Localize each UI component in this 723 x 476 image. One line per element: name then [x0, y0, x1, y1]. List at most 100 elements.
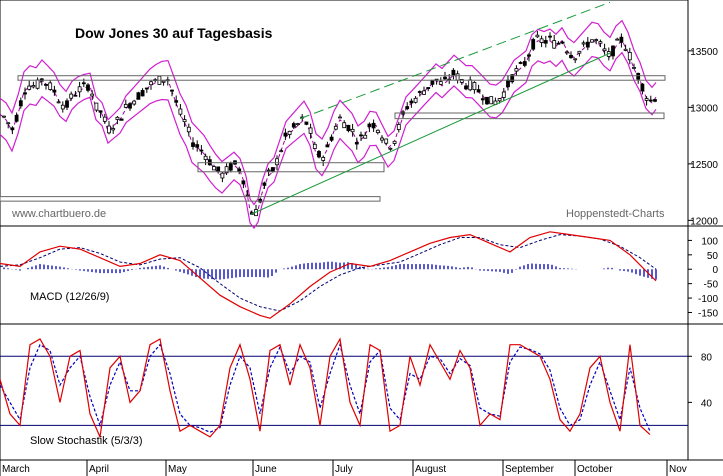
candle-body: [81, 82, 86, 85]
candle-body: [354, 141, 359, 145]
candle-body: [564, 51, 569, 54]
stochastic-panel: [0, 337, 651, 440]
candle-body: [291, 123, 296, 128]
macd-tick-label: 50: [707, 251, 719, 262]
candle-body: [569, 54, 573, 59]
month-label: April: [89, 464, 109, 475]
candle-body: [287, 130, 292, 135]
candle-body: [94, 102, 99, 111]
candle-body: [170, 89, 174, 92]
candle-body: [199, 149, 204, 152]
lower-band: [0, 51, 657, 230]
candle-body: [241, 180, 246, 185]
candle-body: [480, 98, 485, 101]
candle-body: [338, 116, 342, 119]
candle-body: [98, 110, 103, 113]
candle-body: [573, 58, 578, 61]
candle-body: [69, 93, 74, 99]
candle-body: [224, 166, 229, 174]
candle-body: [636, 72, 641, 80]
candle-body: [73, 94, 78, 97]
candle-body: [510, 74, 515, 83]
candle-body: [216, 166, 221, 172]
candle-body: [611, 45, 615, 57]
price-candles: [2, 30, 657, 217]
candle-body: [380, 137, 384, 141]
candle-body: [123, 103, 128, 108]
candle-body: [518, 62, 523, 64]
candle-body: [56, 101, 61, 104]
candle-body: [178, 108, 183, 115]
candle-body: [396, 124, 401, 130]
candle-body: [464, 85, 468, 90]
price-tick-label: 13500: [690, 47, 718, 58]
candle-body: [119, 118, 124, 121]
macd-tick-label: 100: [701, 236, 718, 247]
candle-body: [90, 93, 95, 97]
candle-body: [65, 100, 69, 108]
candle-body: [182, 119, 187, 123]
candle-body: [623, 48, 628, 51]
candle-body: [590, 39, 594, 43]
candle-body: [384, 138, 389, 144]
trend-line-upper: [299, 1, 611, 120]
candle-body: [556, 42, 561, 45]
candle-body: [581, 42, 586, 45]
candle-body: [619, 36, 624, 43]
candle-body: [132, 100, 137, 105]
trend-lines: [249, 1, 611, 216]
candle-body: [476, 89, 481, 93]
candle-body: [468, 79, 473, 91]
candle-body: [48, 82, 53, 90]
candle-body: [535, 34, 540, 38]
candle-body: [275, 158, 279, 166]
candle-body: [417, 91, 422, 93]
candle-body: [594, 39, 599, 41]
candle-body: [144, 87, 149, 90]
candle-body: [270, 167, 275, 172]
candle-body: [413, 97, 418, 103]
candle-body: [388, 147, 393, 150]
candle-body: [632, 67, 636, 69]
macd-tick-label: -100: [698, 294, 718, 305]
stoch-tick-label: 40: [701, 398, 713, 409]
candle-body: [174, 100, 179, 103]
candle-body: [585, 41, 590, 48]
price-tick-label: 12000: [690, 216, 718, 227]
candle-body: [283, 132, 288, 137]
macd-signal-line: [0, 234, 657, 312]
candle-body: [23, 92, 27, 95]
candle-body: [333, 125, 338, 130]
candle-body: [128, 103, 132, 109]
month-label: October: [577, 464, 613, 475]
month-label: July: [335, 464, 353, 475]
candle-body: [552, 40, 557, 49]
month-label: May: [168, 464, 187, 475]
support-zones: [0, 75, 666, 202]
candle-body: [602, 48, 607, 52]
macd-label: MACD (12/26/9): [30, 291, 109, 303]
candle-body: [438, 81, 443, 85]
candle-body: [10, 127, 15, 131]
candle-body: [443, 76, 447, 80]
candle-body: [266, 169, 271, 172]
candle-body: [497, 98, 502, 102]
candle-body: [653, 99, 657, 102]
candle-body: [489, 96, 494, 105]
candle-body: [279, 150, 284, 153]
candle-body: [627, 52, 632, 61]
candle-body: [548, 35, 552, 38]
chart-title: Dow Jones 30 auf Tagesbasis: [75, 25, 273, 41]
candle-body: [304, 121, 309, 125]
candle-body: [531, 39, 536, 50]
candle-body: [485, 96, 489, 105]
month-label: September: [505, 464, 555, 475]
candle-body: [44, 83, 48, 86]
candle-body: [367, 123, 372, 128]
candle-body: [195, 144, 200, 148]
candle-body: [237, 168, 242, 172]
candle-body: [262, 182, 267, 186]
candle-body: [451, 69, 456, 76]
candle-body: [598, 41, 603, 44]
